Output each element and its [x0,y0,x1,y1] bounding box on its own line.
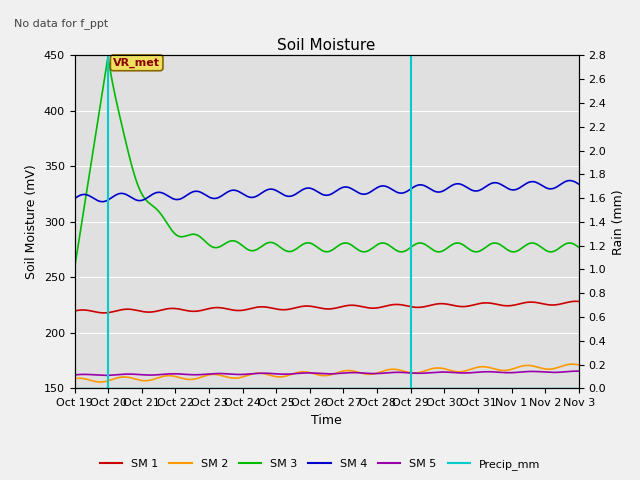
Text: No data for f_ppt: No data for f_ppt [14,18,108,29]
X-axis label: Time: Time [311,414,342,427]
Legend: SM 1, SM 2, SM 3, SM 4, SM 5, Precip_mm: SM 1, SM 2, SM 3, SM 4, SM 5, Precip_mm [95,455,545,474]
Title: Soil Moisture: Soil Moisture [278,38,376,53]
Y-axis label: Rain (mm): Rain (mm) [612,189,625,255]
Text: VR_met: VR_met [113,58,160,68]
Y-axis label: Soil Moisture (mV): Soil Moisture (mV) [25,165,38,279]
